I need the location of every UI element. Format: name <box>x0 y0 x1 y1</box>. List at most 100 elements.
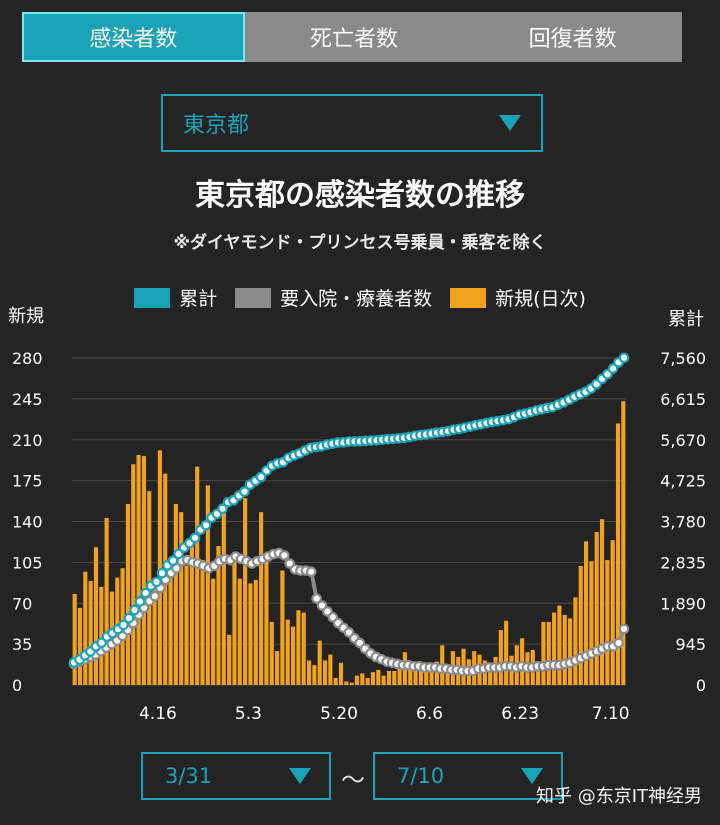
daily-bar <box>83 571 88 685</box>
daily-bar <box>136 454 141 685</box>
prefecture-select[interactable]: 東京都 <box>161 94 543 152</box>
chart-legend: 累計 要入院・療養者数 新規(日次) <box>0 284 720 311</box>
left-axis-label: 新規 <box>8 306 44 327</box>
daily-bar <box>157 450 162 685</box>
daily-bar <box>488 663 493 685</box>
daily-bar <box>285 619 290 685</box>
daily-bar <box>141 456 146 685</box>
right-axis-label: 累計 <box>668 309 704 330</box>
daily-bar <box>152 578 157 685</box>
daily-bar <box>296 610 301 685</box>
chart-title: 東京都の感染者数の推移 <box>195 178 525 213</box>
daily-bar <box>317 640 322 685</box>
legend-item-hospitalized[interactable]: 要入院・療養者数 <box>235 284 432 311</box>
daily-bar <box>306 660 312 685</box>
cumulative-point <box>96 637 107 649</box>
cumulative-point <box>173 548 184 560</box>
daily-bar <box>253 579 258 685</box>
left-tick-label: 105 <box>12 553 43 572</box>
range-end-select[interactable]: 7/10 <box>373 752 563 800</box>
daily-bar <box>243 498 248 685</box>
daily-bar <box>216 546 221 685</box>
daily-bar <box>322 660 328 685</box>
cumulative-point <box>118 619 129 631</box>
legend-item-cumulative[interactable]: 累計 <box>134 284 217 311</box>
daily-bar <box>291 626 296 685</box>
right-tick-label: 945 <box>675 635 706 654</box>
daily-bar <box>275 651 280 685</box>
right-tick-label: 3,780 <box>660 513 706 532</box>
daily-bar <box>184 565 189 685</box>
left-tick-label: 70 <box>12 594 32 613</box>
x-tick-label: 7.10 <box>592 704 630 724</box>
daily-bar <box>189 541 194 685</box>
cumulative-point <box>134 596 146 607</box>
daily-bar <box>179 512 184 685</box>
hospitalized-point <box>311 593 322 604</box>
range-start-value: 3/31 <box>165 764 213 788</box>
legend-label-cumulative: 累計 <box>179 288 218 310</box>
x-tick-label: 6.6 <box>416 704 443 724</box>
daily-bar <box>88 581 93 685</box>
daily-bar <box>72 593 77 685</box>
daily-bar <box>615 423 621 685</box>
daily-bar <box>583 541 589 685</box>
daily-bar <box>578 565 583 685</box>
x-tick-label: 5.20 <box>320 704 358 724</box>
daily-bar <box>280 570 285 685</box>
range-end-value: 7/10 <box>397 764 445 788</box>
cumulative-point <box>618 352 630 364</box>
daily-bar <box>173 503 178 685</box>
daily-bar <box>568 618 573 685</box>
daily-bar <box>413 667 418 685</box>
cumulative-point <box>140 587 151 599</box>
right-tick-label: 4,725 <box>660 472 706 491</box>
legend-item-daily[interactable]: 新規(日次) <box>450 284 586 311</box>
chart-plot: 0 0 35 945 70 1,890 105 2,835 140 3,780 175 4,725 21… <box>12 349 706 724</box>
daily-bar <box>365 677 370 685</box>
daily-bar <box>195 466 200 685</box>
daily-bar <box>429 666 434 685</box>
daily-bar <box>237 578 242 685</box>
tab-bar: 感染者数 死亡者数 回復者数 <box>22 12 683 62</box>
cumulative-point <box>167 555 179 567</box>
right-tick-label: 5,670 <box>660 431 706 450</box>
tab-infections[interactable]: 感染者数 <box>22 12 245 62</box>
daily-bar <box>344 681 349 685</box>
hospitalized-point <box>149 590 161 602</box>
daily-bar <box>333 677 338 685</box>
right-tick-label: 1,890 <box>660 594 706 613</box>
daily-bar <box>328 654 333 685</box>
chevron-down-icon <box>521 768 543 784</box>
daily-bar <box>200 560 205 685</box>
prefecture-select-value: 東京都 <box>183 113 250 138</box>
chevron-down-icon <box>289 768 311 784</box>
daily-bar <box>349 682 354 685</box>
left-tick-label: 140 <box>12 513 43 532</box>
daily-bar <box>536 661 541 685</box>
daily-bar <box>211 578 216 685</box>
legend-label-daily: 新規(日次) <box>495 288 586 310</box>
daily-bar <box>541 621 546 685</box>
right-tick-label: 0 <box>696 676 706 695</box>
daily-bar <box>434 661 439 685</box>
daily-bar <box>259 512 264 685</box>
daily-bar <box>552 612 557 685</box>
legend-swatch-hospitalized <box>235 287 272 308</box>
watermark: 知乎 @东京IT神经男 <box>535 786 702 807</box>
daily-bar <box>99 586 104 685</box>
daily-bar <box>397 661 402 685</box>
tab-deaths[interactable]: 死亡者数 <box>244 12 464 62</box>
tab-recoveries[interactable]: 回復者数 <box>463 12 683 62</box>
daily-bar <box>418 661 423 685</box>
range-start-select[interactable]: 3/31 <box>141 752 331 800</box>
daily-bar <box>221 509 226 685</box>
daily-bar <box>227 634 232 685</box>
cumulative-point <box>151 576 162 588</box>
daily-bar <box>131 464 136 685</box>
chevron-down-icon <box>499 115 521 131</box>
daily-bar <box>594 532 599 685</box>
legend-swatch-cumulative <box>134 287 171 308</box>
right-tick-label: 7,560 <box>660 349 706 368</box>
left-tick-label: 280 <box>12 349 43 368</box>
